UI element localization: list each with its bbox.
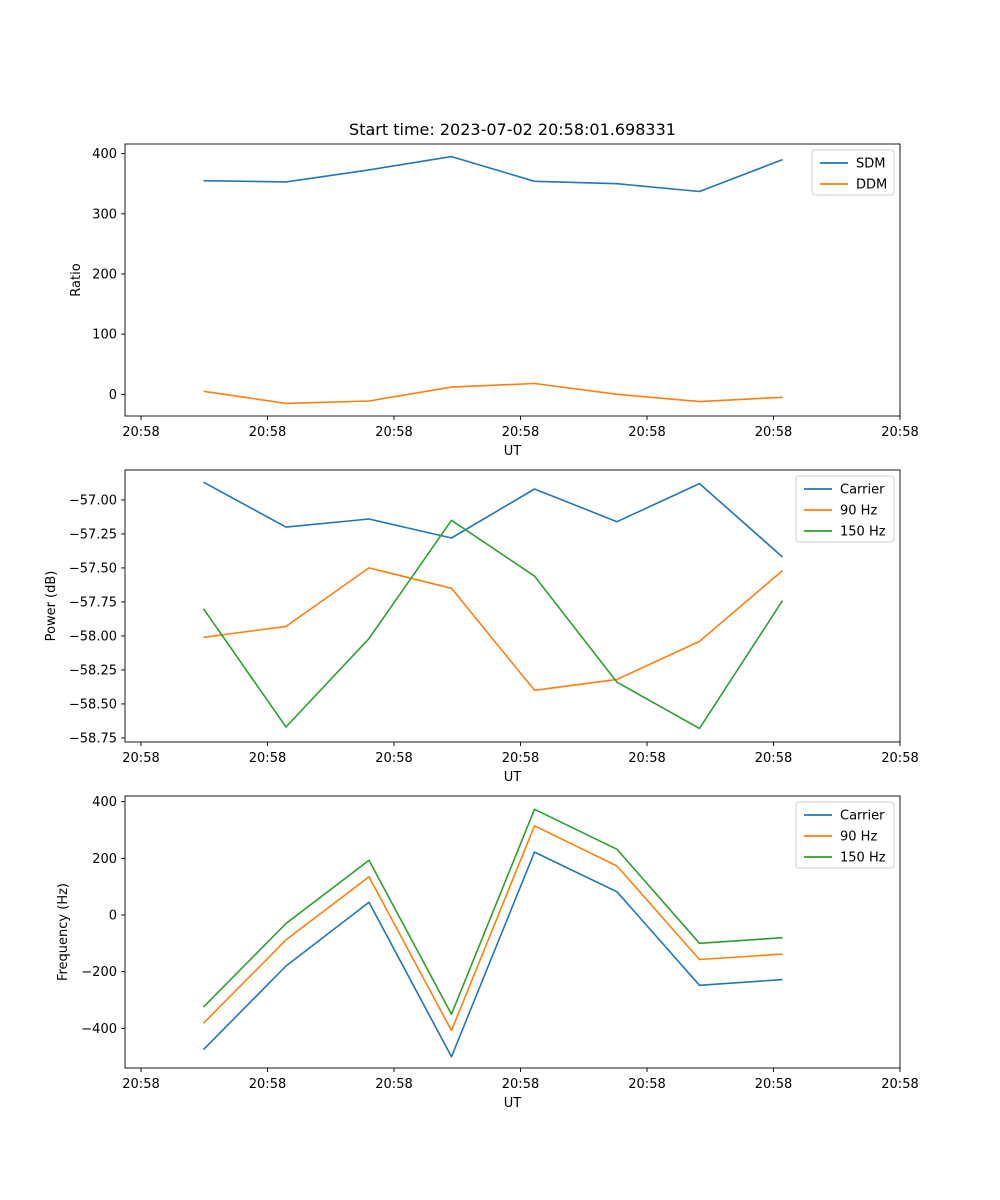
axes-frame [124, 143, 901, 417]
y-tick-label: 300 [92, 207, 117, 222]
x-tick-label: 20:58 [881, 751, 918, 766]
x-tick-label: 20:58 [881, 425, 918, 440]
legend-label: 150 Hz [840, 525, 886, 540]
x-tick-label: 20:58 [755, 751, 792, 766]
y-tick-label: 0 [109, 909, 117, 924]
y-tick-label: −57.00 [69, 493, 117, 508]
x-axis-label: UT [504, 444, 522, 459]
legend-label: 150 Hz [840, 851, 886, 866]
legend-label: 90 Hz [840, 504, 877, 519]
x-tick-label: 20:58 [502, 1077, 539, 1092]
y-tick-label: −57.25 [69, 527, 117, 542]
x-tick-label: 20:58 [881, 1077, 918, 1092]
y-tick-label: 400 [92, 147, 117, 162]
x-tick-label: 20:58 [502, 751, 539, 766]
legend-label: 90 Hz [840, 830, 877, 845]
subplot-2: 20:58 20:58 20:58 20:58 20:58 20:58 20:58 −57.0… [44, 469, 919, 785]
x-tick-label: 20:58 [628, 1077, 665, 1092]
series-line-carrier [202, 851, 783, 1058]
x-tick-label: 20:58 [249, 425, 286, 440]
y-axis-label: Frequency (Hz) [56, 883, 71, 981]
x-tick-label: 20:58 [755, 1077, 792, 1092]
series-line-150-hz [202, 519, 784, 730]
legend-label: Carrier [840, 483, 885, 498]
x-tick-label: 20:58 [755, 425, 792, 440]
y-tick-label: 200 [92, 852, 117, 867]
x-tick-label: 20:58 [249, 751, 286, 766]
subplot-1: Start time: 2023-07-02 20:58:01.698331 20… [69, 120, 919, 459]
series-line-ddm [203, 382, 783, 405]
x-tick-label: 20:58 [122, 1077, 159, 1092]
legend-label: Carrier [840, 809, 885, 824]
x-tick-label: 20:58 [122, 425, 159, 440]
legend-label: DDM [856, 178, 887, 193]
y-tick-label: −58.25 [69, 663, 117, 678]
legend: Carrier 90 Hz 150 Hz [795, 801, 895, 869]
y-tick-label: −200 [81, 965, 117, 980]
series-line-90-hz [202, 824, 783, 1032]
x-tick-label: 20:58 [375, 751, 412, 766]
y-tick-label: 100 [92, 328, 117, 343]
series-line-90-hz [203, 567, 784, 692]
x-tick-label: 20:58 [375, 1077, 412, 1092]
series-line-150-hz [202, 808, 783, 1016]
y-axis-label: Ratio [69, 263, 84, 296]
axes-frame [124, 795, 901, 1069]
y-tick-label: −400 [81, 1022, 117, 1037]
y-tick-label: −57.50 [69, 561, 117, 576]
y-axis-label: Power (dB) [44, 571, 59, 642]
x-tick-label: 20:58 [502, 425, 539, 440]
x-axis-label: UT [504, 1096, 522, 1111]
series-line-carrier [203, 481, 784, 558]
legend-label: SDM [856, 157, 885, 172]
x-tick-label: 20:58 [122, 751, 159, 766]
x-tick-label: 20:58 [375, 425, 412, 440]
x-axis-label: UT [504, 770, 522, 785]
legend-box [795, 801, 895, 869]
y-tick-label: 400 [92, 795, 117, 810]
x-tick-label: 20:58 [249, 1077, 286, 1092]
legend: SDM DDM [811, 149, 895, 196]
y-tick-label: 0 [109, 388, 117, 403]
y-tick-label: −58.00 [69, 629, 117, 644]
x-tick-label: 20:58 [628, 425, 665, 440]
y-tick-label: 200 [92, 267, 117, 282]
chart-title: Start time: 2023-07-02 20:58:01.698331 [349, 120, 676, 139]
subplot-3: 20:58 20:58 20:58 20:58 20:58 20:58 20:58 400 20… [56, 795, 919, 1111]
y-tick-label: −58.75 [69, 731, 117, 746]
axes-frame [124, 469, 901, 743]
legend: Carrier 90 Hz 150 Hz [795, 475, 895, 543]
x-tick-label: 20:58 [628, 751, 665, 766]
y-tick-label: −58.50 [69, 697, 117, 712]
y-tick-label: −57.75 [69, 595, 117, 610]
legend-box [795, 475, 895, 543]
series-line-sdm [203, 155, 783, 193]
